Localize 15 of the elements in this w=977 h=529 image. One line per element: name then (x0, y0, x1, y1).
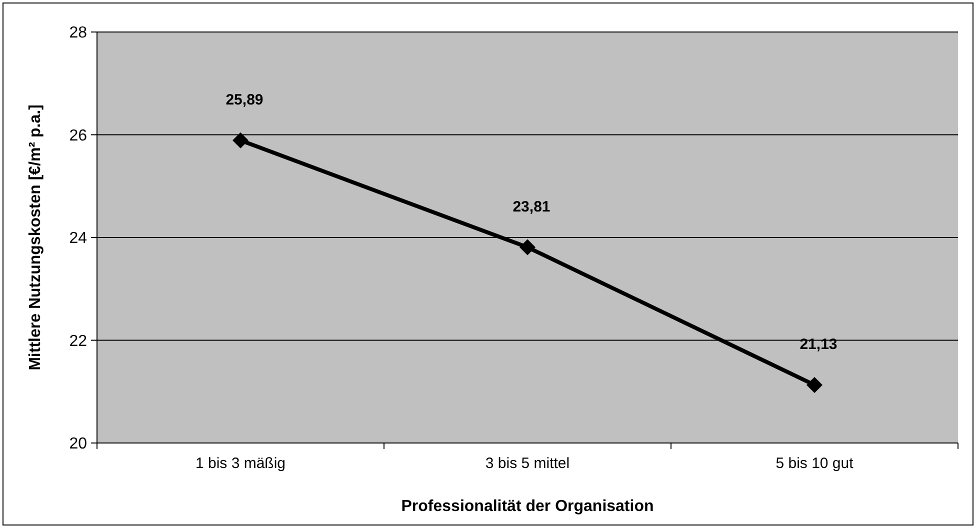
point (806, 376, 822, 393)
data-label: 23,81 (512, 198, 550, 216)
y-tick-label: 24 (69, 230, 88, 248)
y-axis-title: Mittlere Nutzungskosten [€/m² p.a.] (27, 104, 44, 370)
y-tick-label: 22 (69, 332, 88, 350)
y-tick-label: 26 (69, 127, 88, 144)
x-axis-title: Professionalität der Organisation (401, 498, 654, 515)
y-tick-label: 20 (69, 436, 88, 453)
y-tick-label: 28 (69, 24, 88, 42)
x-tick-label: 3 bis 5 mittel (485, 455, 570, 472)
data-label: 25,89 (226, 91, 264, 108)
point (520, 239, 536, 256)
point (232, 132, 248, 148)
x-tick-label: 1 bis 3 mäßig (195, 455, 286, 472)
x-tick-label: 5 bis 10 gut (776, 455, 854, 472)
